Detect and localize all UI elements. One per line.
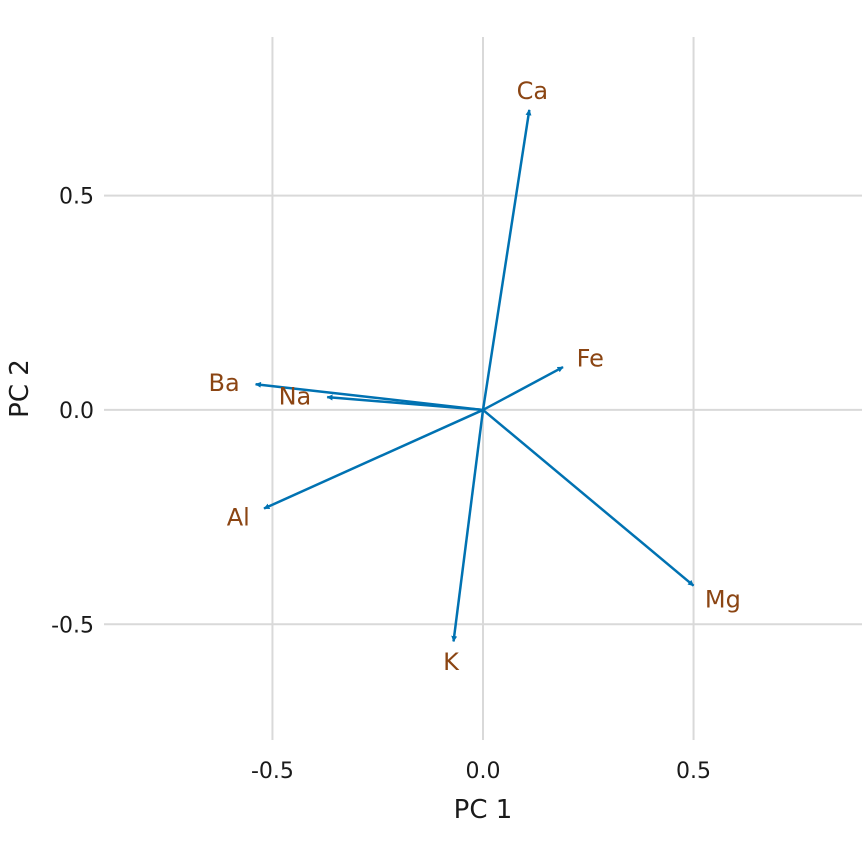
loading-arrow-mg <box>482 408 695 587</box>
x-tick-label: 0.0 <box>466 759 501 784</box>
loading-label-ba: Ba <box>209 369 240 397</box>
y-tick-label: 0.0 <box>59 399 94 424</box>
loading-labels: Ca Fe Ba Na Al K Mg <box>209 77 741 676</box>
loading-arrow-k <box>451 409 485 643</box>
loading-label-na: Na <box>279 382 312 410</box>
x-tick-label: -0.5 <box>251 759 294 784</box>
tick-labels: -0.5 0.0 0.5 -0.5 0.0 0.5 <box>51 185 711 784</box>
loading-label-mg: Mg <box>705 585 741 613</box>
x-axis-title: PC 1 <box>454 795 513 825</box>
loading-label-fe: Fe <box>577 345 604 373</box>
x-tick-label: 0.5 <box>676 759 711 784</box>
loading-arrow-fe <box>482 365 564 412</box>
loading-label-k: K <box>443 648 460 676</box>
loading-label-ca: Ca <box>517 77 548 105</box>
y-axis-title: PC 2 <box>5 359 35 418</box>
loading-label-al: Al <box>227 504 250 532</box>
y-tick-label: -0.5 <box>51 613 94 638</box>
loading-arrow-al <box>263 408 484 510</box>
loading-arrows <box>255 109 695 643</box>
loading-arrow-na <box>326 394 484 412</box>
loading-arrow-ca <box>481 109 532 411</box>
y-tick-label: 0.5 <box>59 185 94 210</box>
